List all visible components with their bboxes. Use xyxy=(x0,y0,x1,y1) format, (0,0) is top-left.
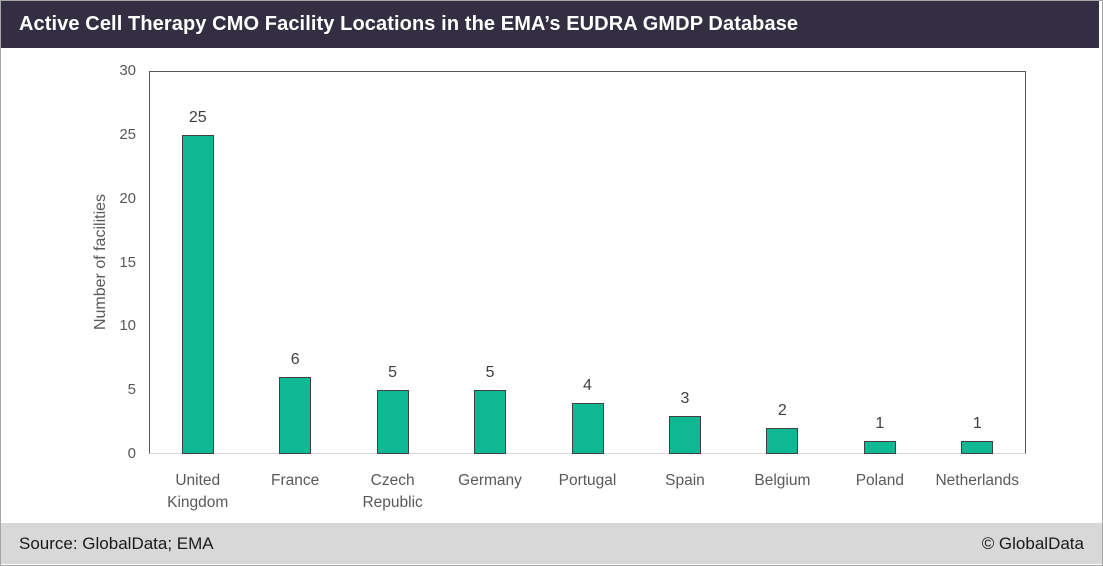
bar-value-label: 3 xyxy=(680,389,690,407)
x-category-label: Spain xyxy=(665,472,705,489)
bar xyxy=(571,402,604,454)
bar xyxy=(961,441,994,454)
chart-region: Number of facilities 0 5 10 15 20 25 30 25 Unite… xyxy=(1,48,1102,524)
x-category-label: Portugal xyxy=(558,472,617,489)
bar-value-label: 1 xyxy=(972,415,982,433)
y-tick-label: 25 xyxy=(119,125,136,143)
chart-title-bar: Active Cell Therapy CMO Facility Locatio… xyxy=(1,1,1099,48)
x-category-label: United Kingdom xyxy=(167,472,229,511)
x-category-label: Czech Republic xyxy=(362,472,423,511)
bar-value-label: 4 xyxy=(583,376,592,394)
y-tick-label: 0 xyxy=(127,445,136,462)
bar xyxy=(766,428,799,454)
bar-value-label: 6 xyxy=(290,351,300,369)
bar xyxy=(863,441,896,454)
y-tick-label: 15 xyxy=(119,253,136,271)
bar-value-label: 5 xyxy=(388,364,398,382)
x-category-label: Poland xyxy=(855,472,904,489)
bar-value-label: 1 xyxy=(875,415,885,433)
source-text: Source: GlobalData; EMA xyxy=(19,533,214,553)
bar-value-label: 5 xyxy=(485,364,495,382)
bar xyxy=(181,134,214,454)
y-tick-label: 10 xyxy=(119,317,136,335)
x-category-label: Belgium xyxy=(754,472,811,489)
x-category-label: Germany xyxy=(458,472,522,489)
bar xyxy=(474,390,507,454)
y-tick-label: 20 xyxy=(119,189,136,207)
bar xyxy=(279,377,312,454)
bar xyxy=(376,390,409,454)
chart-title: Active Cell Therapy CMO Facility Locatio… xyxy=(19,13,799,35)
bar-value-label: 2 xyxy=(777,402,787,420)
y-tick-label: 30 xyxy=(119,62,136,79)
y-tick-label: 5 xyxy=(127,381,136,399)
footer-bar: Source: GlobalData; EMA © GlobalData xyxy=(1,523,1102,564)
x-category-label: France xyxy=(271,472,320,489)
x-category-label: Netherlands xyxy=(935,472,1020,489)
bar-value-label: 25 xyxy=(188,108,207,126)
copyright-text: © GlobalData xyxy=(981,533,1084,553)
bar xyxy=(668,415,701,454)
